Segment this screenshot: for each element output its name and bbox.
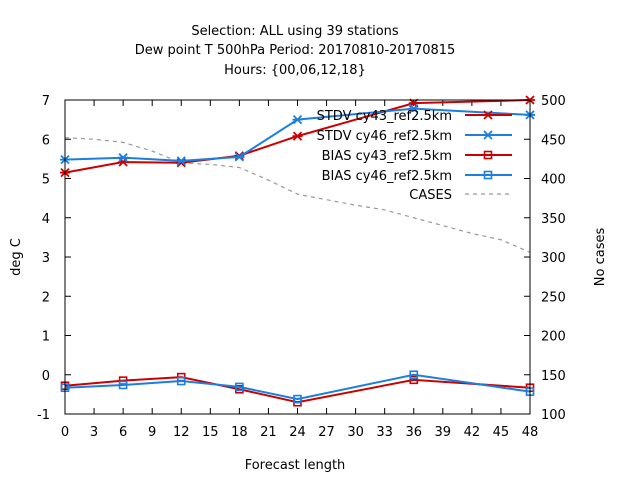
- y-tick-label: -1: [37, 408, 50, 423]
- y-tick-labels: -1 0 1 2 3 4 5 6 7: [37, 94, 50, 423]
- x-tick-label: 21: [260, 425, 277, 440]
- legend-label: STDV cy46_ref2.5km: [317, 129, 452, 144]
- x-tick-label: 12: [173, 425, 190, 440]
- data-point: [409, 375, 419, 385]
- legend-marker: [483, 110, 493, 120]
- legend-label: CASES: [409, 188, 452, 203]
- series-line: [64, 137, 531, 253]
- legend-label: BIAS cy43_ref2.5km: [322, 149, 452, 164]
- x-axis-label: Forecast length: [245, 458, 346, 473]
- legend-label: BIAS cy46_ref2.5km: [322, 169, 452, 184]
- y2-tick-label: 150: [541, 369, 566, 384]
- x-tick-label: 18: [231, 425, 248, 440]
- data-point: [176, 376, 186, 386]
- y2-tick-label: 400: [541, 173, 566, 188]
- data-point: [409, 370, 419, 380]
- title-line-1: Selection: ALL using 39 stations: [191, 24, 399, 39]
- y-tick-label: 0: [42, 369, 50, 384]
- data-point: [235, 382, 244, 392]
- y-tick-label: 1: [42, 330, 50, 345]
- plot-frame: [64, 99, 531, 415]
- y-tick-label: 2: [42, 290, 50, 305]
- series-line: [64, 376, 531, 404]
- y2-tick-labels: 100 150 200 250 300 350 400 450 500: [541, 94, 566, 423]
- chart-title: Selection: ALL using 39 stations Dew poi…: [135, 24, 456, 78]
- x-tick-label: 30: [347, 425, 364, 440]
- x-tick-label: 9: [148, 425, 156, 440]
- y2-tick-label: 100: [541, 408, 566, 423]
- legend-label: STDV cy43_ref2.5km: [317, 109, 452, 124]
- y2-tick-label: 500: [541, 94, 566, 109]
- y-tick-label: 6: [42, 133, 50, 148]
- x-tick-label: 3: [90, 425, 98, 440]
- legend: STDV cy43_ref2.5km STDV cy46_ref2.5km BIAS…: [317, 109, 512, 203]
- x-tick-label: 6: [119, 425, 127, 440]
- x-tick-label: 0: [61, 425, 69, 440]
- x-tick-label: 39: [435, 425, 452, 440]
- legend-marker: [483, 130, 493, 140]
- x-tick-labels: 0 3 6 9 12 15 18 21 24 27 30 33 36 39 42 45 48: [61, 425, 538, 440]
- y-tick-label: 4: [42, 212, 50, 227]
- data-point: [234, 152, 245, 162]
- series-0: [60, 95, 535, 178]
- y2-tick-label: 250: [541, 290, 566, 305]
- x-tick-label: 33: [376, 425, 393, 440]
- data-point: [292, 131, 303, 141]
- data-point: [292, 114, 303, 125]
- y-tick-label: 5: [42, 173, 50, 188]
- y-tick-label: 7: [42, 94, 50, 109]
- y2-tick-label: 450: [541, 133, 566, 148]
- data-point: [176, 156, 187, 166]
- series-layer: [60, 95, 535, 407]
- y-tick-label: 3: [42, 251, 50, 266]
- title-line-2: Dew point T 500hPa Period: 20170810-2017…: [135, 43, 456, 58]
- x-tick-label: 48: [522, 425, 539, 440]
- y2-tick-label: 350: [541, 212, 566, 227]
- x-tick-label: 45: [493, 425, 510, 440]
- series-line: [64, 373, 531, 401]
- data-point: [118, 380, 128, 390]
- y-axis-label: deg C: [9, 238, 24, 276]
- series-line: [64, 107, 531, 162]
- data-point: [408, 103, 419, 114]
- data-point: [118, 153, 129, 163]
- series-4: [64, 137, 531, 253]
- y2-axis-label: No cases: [593, 228, 608, 287]
- x-tick-label: 27: [318, 425, 335, 440]
- data-point: [293, 394, 302, 404]
- series-1: [60, 103, 535, 166]
- x-tick-label: 15: [202, 425, 219, 440]
- series-2: [60, 372, 535, 407]
- x-tick-label: 24: [289, 425, 306, 440]
- y2-tick-label: 200: [541, 330, 566, 345]
- x-tick-label: 36: [405, 425, 422, 440]
- y2-tick-label: 300: [541, 251, 566, 266]
- title-line-3: Hours: {00,06,12,18}: [224, 63, 366, 78]
- legend-marker: [483, 170, 493, 180]
- series-3: [60, 370, 535, 404]
- x-tick-label: 42: [464, 425, 481, 440]
- legend-marker: [483, 150, 493, 160]
- axis-ticks: [64, 99, 531, 415]
